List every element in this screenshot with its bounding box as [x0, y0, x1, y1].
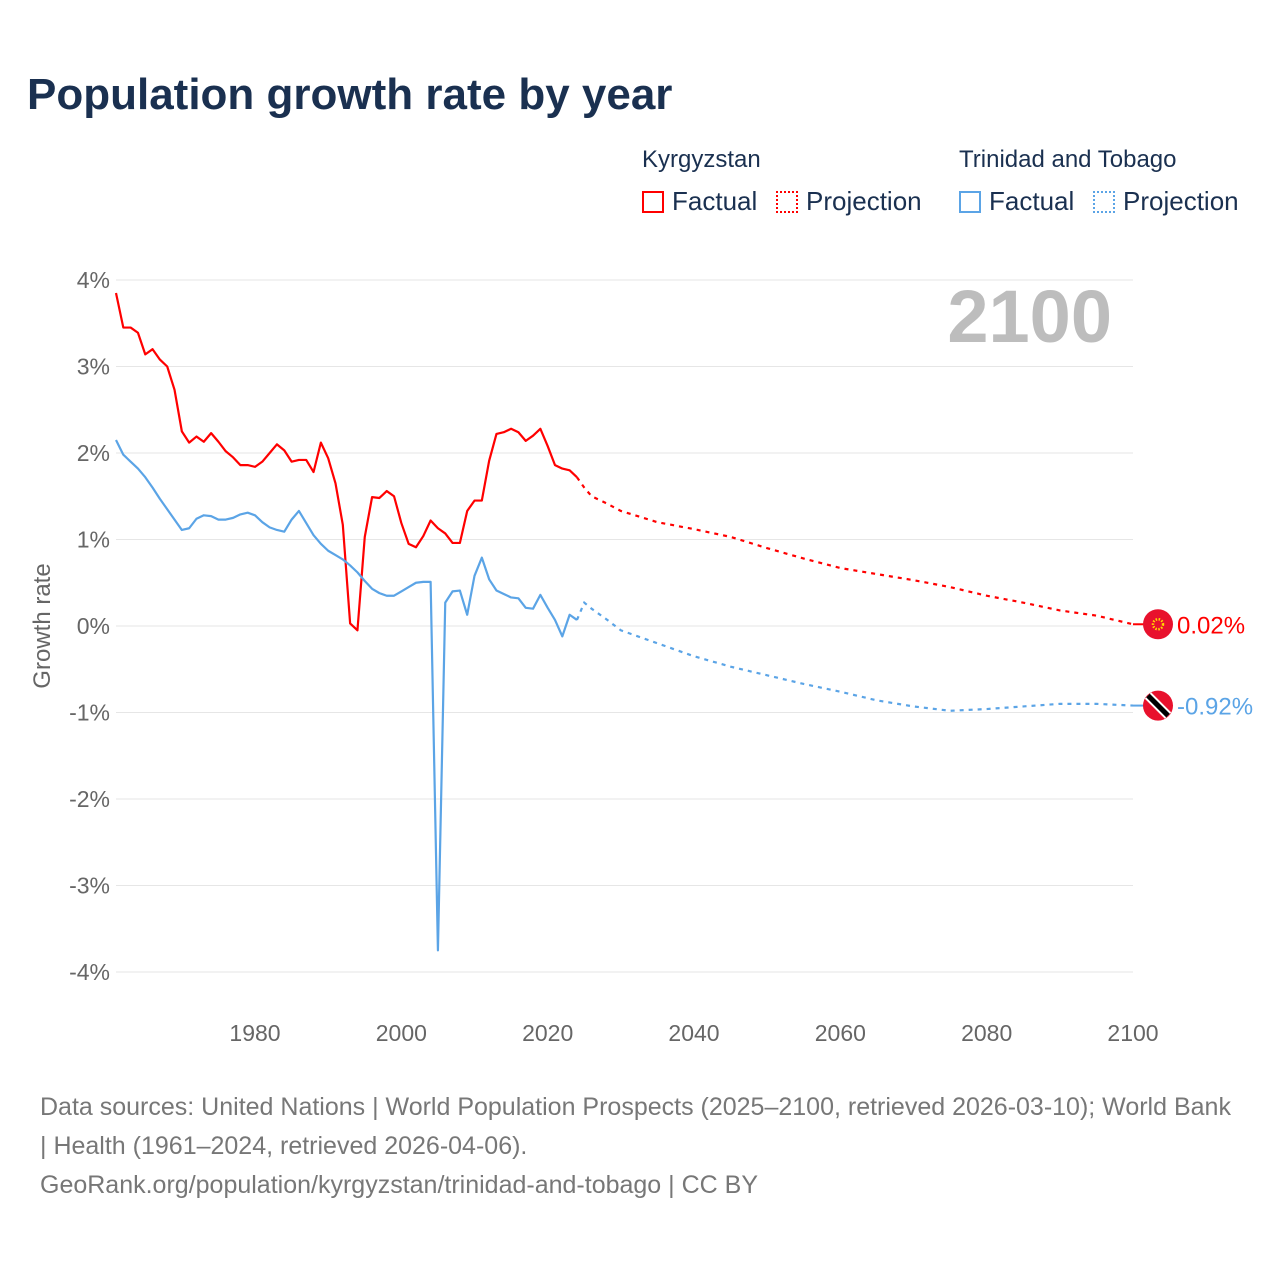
y-tick-label: -2%: [69, 786, 110, 812]
y-tick-label: 4%: [77, 267, 110, 293]
x-tick-label: 2100: [1107, 1020, 1158, 1046]
y-tick-label: -4%: [69, 959, 110, 985]
x-tick-label: 2020: [522, 1020, 573, 1046]
legend-kyrgyzstan-projection[interactable]: Projection: [776, 186, 922, 217]
x-tick-label: 2040: [668, 1020, 719, 1046]
series-1-factual-line: [115, 439, 578, 952]
series-1-projection-line: [575, 600, 1134, 712]
legend-swatch-solid: [959, 190, 981, 213]
source-link[interactable]: GeoRank.org/population/kyrgyzstan/trinid…: [40, 1171, 759, 1199]
y-tick-label: -1%: [69, 700, 110, 726]
legend-label: Factual: [989, 186, 1075, 216]
year-watermark: 2100: [947, 275, 1112, 358]
flag-stripe: [1146, 693, 1170, 718]
legend-label: Projection: [1123, 186, 1239, 216]
data-sources: Data sources: United Nations | World Pop…: [40, 1093, 1231, 1160]
legend-swatch-solid: [642, 190, 664, 213]
legend-group-kyrgyzstan: Kyrgyzstan: [642, 146, 761, 173]
y-axis-label: Growth rate: [29, 563, 56, 688]
y-tick-label: 2%: [77, 440, 110, 466]
end-value-label: 0.02%: [1177, 612, 1245, 639]
y-tick-label: 1%: [77, 527, 110, 553]
y-tick-label: 0%: [77, 613, 110, 639]
chart-title: Population growth rate by year: [27, 70, 673, 119]
legend-label: Factual: [672, 186, 758, 216]
footer: Data sources: United Nations | World Pop…: [40, 1088, 1240, 1205]
x-tick-label: 1980: [229, 1020, 280, 1046]
legend-trinidad-factual[interactable]: Factual: [959, 186, 1074, 217]
legend-group-trinidad: Trinidad and Tobago: [959, 146, 1177, 173]
kyrgyzstan-flag-icon: [1143, 609, 1173, 640]
series-0-projection-line: [576, 476, 1134, 626]
legend-label: Projection: [806, 186, 922, 216]
legend-swatch-dotted: [776, 190, 798, 213]
x-tick-label: 2080: [961, 1020, 1012, 1046]
line-chart: 2100 Growth rate 4% 3% 2% 1% 0% -1% -2% -3% -4% 1…: [29, 267, 1253, 1046]
x-tick-label: 2000: [376, 1020, 427, 1046]
series-0-factual-line: [114, 292, 578, 632]
legend-kyrgyzstan-factual[interactable]: Factual: [642, 186, 757, 217]
flag-sun-icon: [1151, 618, 1165, 631]
x-tick-label: 2060: [815, 1020, 866, 1046]
y-tick-label: 3%: [77, 354, 110, 380]
legend-trinidad-projection[interactable]: Projection: [1093, 186, 1239, 217]
y-tick-label: -3%: [69, 873, 110, 899]
end-value-label: -0.92%: [1177, 694, 1253, 721]
legend-swatch-dotted: [1093, 190, 1115, 213]
